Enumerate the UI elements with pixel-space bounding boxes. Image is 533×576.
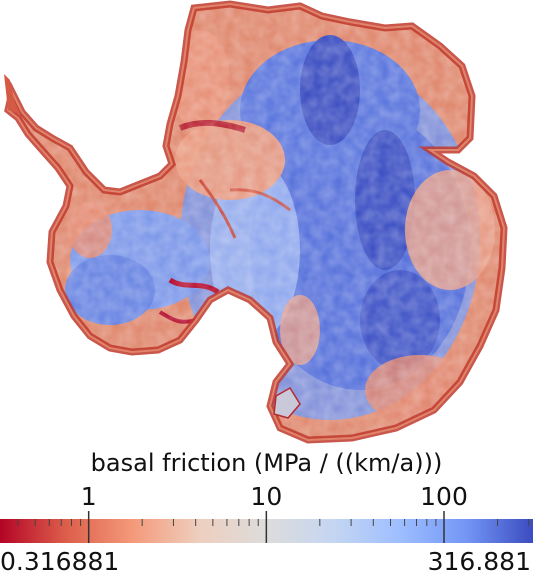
colorbar-tick-label: 1 bbox=[81, 482, 97, 511]
basal-friction-map bbox=[4, 0, 533, 450]
colorbar-legend: 1 10 100 0.316881 316.881 bbox=[0, 482, 533, 576]
peninsula-tip bbox=[4, 74, 20, 114]
ice-fragment bbox=[273, 386, 301, 419]
legend-title: basal friction (MPa / ((km/a))) bbox=[90, 449, 443, 477]
colorbar-tick-label: 100 bbox=[420, 482, 468, 511]
colorbar-max-label: 316.881 bbox=[428, 547, 531, 576]
colorbar-tick-label: 10 bbox=[250, 482, 282, 511]
colorbar-ticks bbox=[17, 511, 530, 543]
colorbar-major-labels: 1 10 100 bbox=[81, 482, 468, 511]
colorbar-min-label: 0.316881 bbox=[0, 547, 119, 576]
continent-field bbox=[8, 4, 504, 440]
